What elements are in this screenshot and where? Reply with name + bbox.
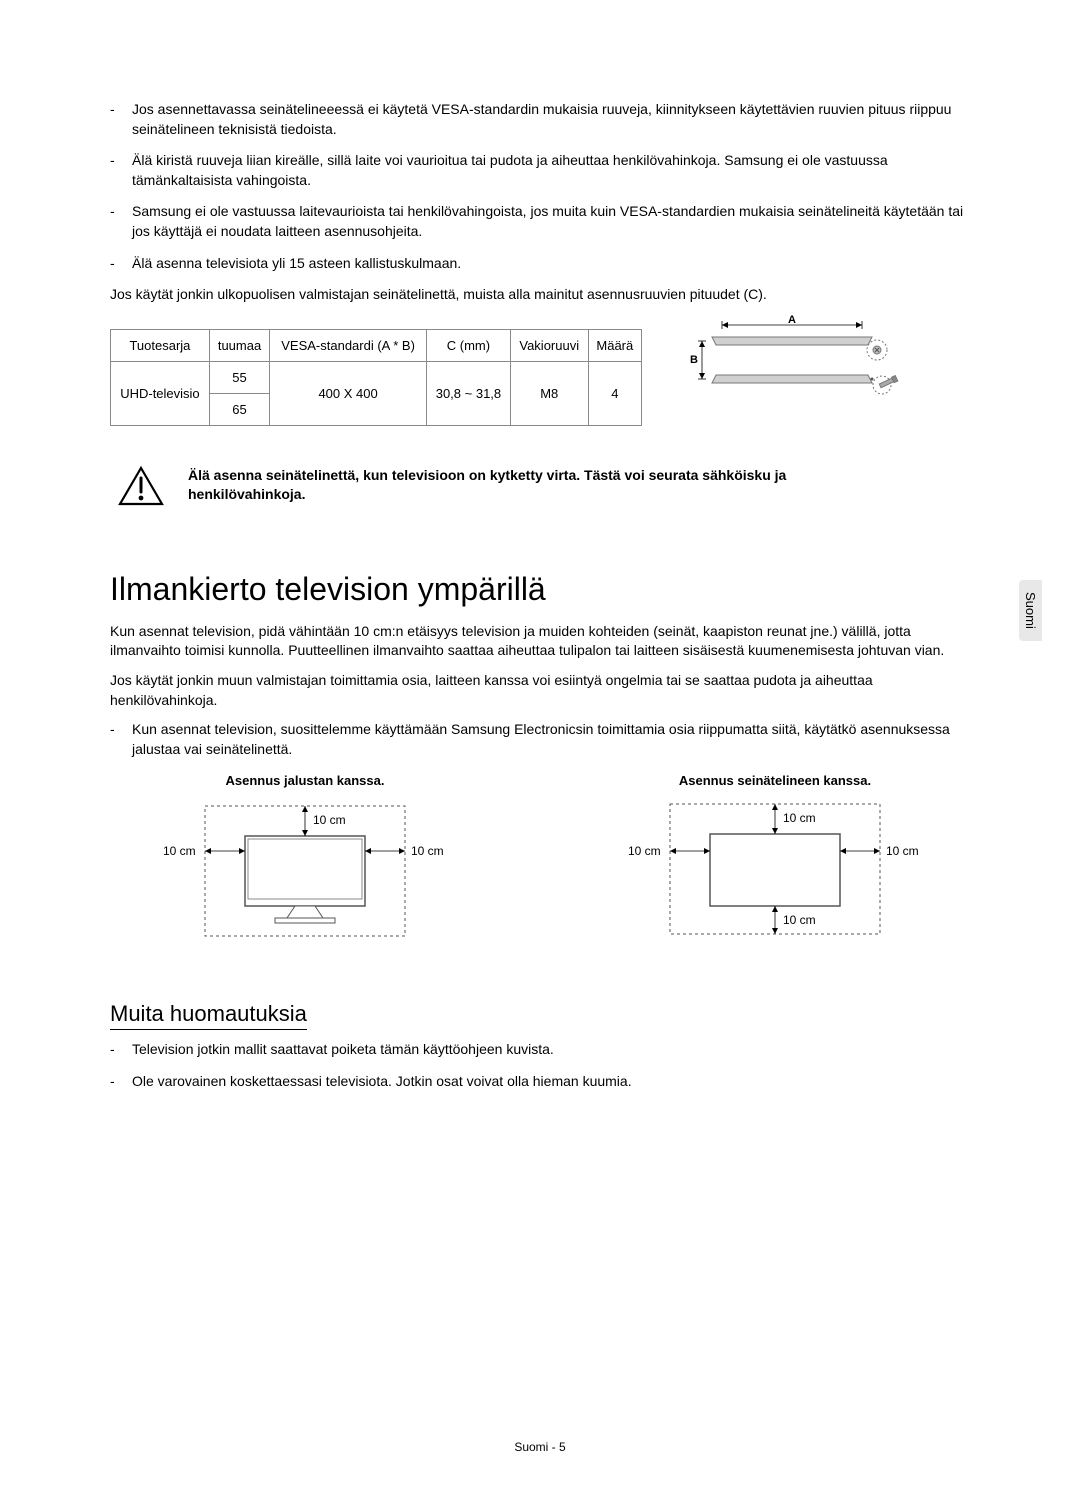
dim-label: 10 cm	[628, 844, 661, 858]
td-inches: 55	[209, 361, 269, 393]
ventilation-p1: Kun asennat television, pidä vähintään 1…	[110, 622, 970, 661]
label-b: B	[690, 354, 698, 366]
wall-install-diagram: 10 cm 10 cm 10 cm 10 cm	[605, 796, 945, 946]
caption-wall: Asennus seinätelineen kanssa.	[580, 773, 970, 788]
table-header-row: Tuotesarja tuumaa VESA-standardi (A * B)…	[111, 329, 642, 361]
dim-label: 10 cm	[411, 844, 444, 858]
language-side-tab: Suomi	[1019, 580, 1042, 641]
td-cmm: 30,8 ~ 31,8	[427, 361, 511, 425]
wall-bracket-diagram: A B	[672, 315, 912, 415]
warning-box: Älä asenna seinätelinettä, kun televisio…	[110, 466, 970, 511]
ventilation-bullet-list: Kun asennat television, suosittelemme kä…	[110, 720, 970, 759]
td-product: UHD-televisio	[111, 361, 210, 425]
th-screw: Vakioruuvi	[510, 329, 588, 361]
dim-label: 10 cm	[313, 813, 346, 827]
page-footer: Suomi - 5	[0, 1440, 1080, 1454]
dim-label: 10 cm	[163, 844, 196, 858]
th-count: Määrä	[588, 329, 641, 361]
vesa-table: Tuotesarja tuumaa VESA-standardi (A * B)…	[110, 329, 642, 426]
label-a: A	[788, 315, 796, 326]
caption-stand: Asennus jalustan kanssa.	[110, 773, 500, 788]
td-vesa: 400 X 400	[270, 361, 427, 425]
td-screw: M8	[510, 361, 588, 425]
th-cmm: C (mm)	[427, 329, 511, 361]
dim-label: 10 cm	[886, 844, 919, 858]
td-inches: 65	[209, 393, 269, 425]
notes-bullet-list: Television jotkin mallit saattavat poike…	[110, 1040, 970, 1091]
warning-text: Älä asenna seinätelinettä, kun televisio…	[188, 466, 878, 505]
table-row: UHD-televisio 55 400 X 400 30,8 ~ 31,8 M…	[111, 361, 642, 393]
warning-icon	[118, 466, 164, 511]
list-item: Jos asennettavassa seinätelineeessä ei k…	[132, 100, 970, 139]
th-inches: tuumaa	[209, 329, 269, 361]
list-item: Samsung ei ole vastuussa laitevaurioista…	[132, 202, 970, 241]
ventilation-p2: Jos käytät jonkin muun valmistajan toimi…	[110, 671, 970, 710]
dim-label: 10 cm	[783, 811, 816, 825]
list-item: Ole varovainen koskettaessasi televisiot…	[132, 1072, 970, 1092]
list-item: Älä asenna televisiota yli 15 asteen kal…	[132, 254, 970, 274]
section-title-ventilation: Ilmankierto television ympärillä	[110, 571, 970, 608]
list-item: Kun asennat television, suosittelemme kä…	[132, 720, 970, 759]
td-count: 4	[588, 361, 641, 425]
dim-label: 10 cm	[783, 913, 816, 927]
stand-install-diagram: 10 cm 10 cm 10 cm	[135, 796, 475, 946]
section-title-notes: Muita huomautuksia	[110, 1001, 307, 1030]
th-product: Tuotesarja	[111, 329, 210, 361]
th-vesa: VESA-standardi (A * B)	[270, 329, 427, 361]
list-item: Älä kiristä ruuveja liian kireälle, sill…	[132, 151, 970, 190]
intro-after-text: Jos käytät jonkin ulkopuolisen valmistaj…	[110, 285, 970, 305]
list-item: Television jotkin mallit saattavat poike…	[132, 1040, 970, 1060]
intro-bullet-list: Jos asennettavassa seinätelineeessä ei k…	[110, 100, 970, 273]
